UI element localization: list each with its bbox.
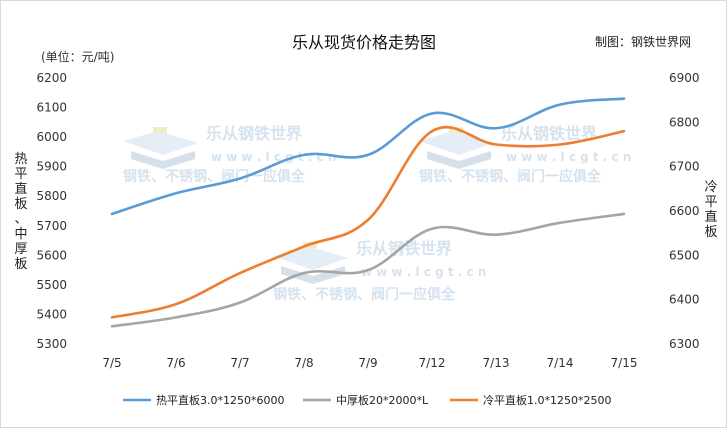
watermark-logo-icon: [273, 242, 348, 284]
y-tick-left: 6200: [36, 71, 67, 85]
x-tick: 7/8: [294, 356, 313, 370]
y-axis-left-label-char: 、: [14, 212, 27, 227]
y-tick-right: 6500: [669, 248, 700, 262]
y-axis-left-label-char: 板: [14, 197, 27, 212]
watermark-brand: 乐从钢铁世界: [206, 124, 302, 143]
y-axis-right-label-char: 板: [704, 225, 717, 240]
y-axis-right-label-char: 冷: [704, 180, 717, 195]
legend-item: 热平直板3.0*1250*6000: [123, 393, 284, 407]
y-tick-right: 6800: [669, 115, 700, 129]
y-axis-right-label-char: 平: [704, 195, 717, 210]
y-tick-right: 6400: [669, 293, 700, 307]
chart-source: 制图：钢铁世界网: [595, 35, 691, 49]
watermark-url: w w w . l c g t . c n: [361, 265, 486, 279]
legend-label: 中厚板20*2000*L: [336, 393, 429, 407]
watermark-url: w w w . l c g t . c n: [506, 150, 631, 164]
y-tick-left: 5500: [36, 278, 67, 292]
y-axis-left-ticks: 5300 5400 5500 5600 5700 5800 5900 6000 6100 6200: [36, 71, 67, 351]
x-tick: 7/12: [419, 356, 446, 370]
watermark-brand: 乐从钢铁世界: [501, 124, 597, 143]
watermark: 乐从钢铁世界 w w w . l c g t . c n 钢铁、不锈钢、阀门一应俱全: [123, 124, 336, 185]
x-tick: 7/5: [102, 356, 121, 370]
x-tick: 7/13: [483, 356, 510, 370]
y-axis-left-label: 热平直板、中厚板: [14, 152, 27, 272]
watermark-slogan: 钢铁、不锈钢、阀门一应俱全: [273, 286, 456, 303]
x-axis-ticks: 7/5 7/6 7/7 7/8 7/9 7/12 7/13 7/14 7/15: [102, 356, 637, 370]
y-tick-left: 5900: [36, 160, 67, 174]
watermark-slogan: 钢铁、不锈钢、阀门一应俱全: [419, 168, 602, 185]
y-tick-left: 5800: [36, 189, 67, 203]
y-axis-left-label-char: 板: [14, 257, 27, 272]
watermark-url: w w w . l c g t . c n: [211, 150, 336, 164]
series-layer: [110, 97, 626, 328]
y-axis-right-label-char: 直: [704, 210, 717, 225]
y-axis-left-label-char: 厚: [14, 242, 27, 257]
series-line: [110, 212, 626, 328]
x-tick: 7/15: [611, 356, 638, 370]
y-axis-left-label-char: 热: [14, 152, 27, 167]
y-tick-left: 5400: [36, 307, 67, 321]
y-tick-right: 6300: [669, 337, 700, 351]
watermark: 乐从钢铁世界 w w w . l c g t . c n 钢铁、不锈钢、阀门一应俱全: [273, 239, 486, 303]
chart-title: 乐从现货价格走势图: [292, 33, 436, 52]
y-axis-left-label-char: 直: [14, 182, 27, 197]
x-tick: 7/7: [230, 356, 249, 370]
y-axis-left-label-char: 中: [14, 227, 27, 242]
x-tick: 7/9: [358, 356, 377, 370]
y-axis-right-ticks: 6300 6400 6500 6600 6700 6800 6900: [669, 71, 700, 351]
legend: 热平直板3.0*1250*6000 中厚板20*2000*L 冷平直板1.0*125…: [123, 393, 611, 407]
y-axis-right-label: 冷平直板: [704, 180, 717, 240]
watermark-brand: 乐从钢铁世界: [356, 239, 452, 258]
legend-label: 热平直板3.0*1250*6000: [156, 393, 284, 407]
x-tick: 7/6: [166, 356, 185, 370]
watermark-logo-icon: [123, 127, 198, 169]
legend-label: 冷平直板1.0*1250*2500: [483, 393, 611, 407]
y-tick-left: 5600: [36, 248, 67, 262]
y-tick-right: 6600: [669, 204, 700, 218]
watermark-slogan: 钢铁、不锈钢、阀门一应俱全: [123, 168, 306, 185]
y-tick-left: 6100: [36, 101, 67, 115]
watermark-group: 乐从钢铁世界 w w w . l c g t . c n 钢铁、不锈钢、阀门一应俱全…: [123, 124, 631, 303]
watermark: 乐从钢铁世界 w w w . l c g t . c n 钢铁、不锈钢、阀门一应俱全: [419, 124, 631, 185]
y-tick-right: 6700: [669, 160, 700, 174]
y-tick-left: 5300: [36, 337, 67, 351]
legend-item: 中厚板20*2000*L: [303, 393, 429, 407]
y-tick-left: 6000: [36, 130, 67, 144]
y-axis-left-label-char: 平: [14, 167, 27, 182]
legend-item: 冷平直板1.0*1250*2500: [450, 393, 611, 407]
x-tick: 7/14: [547, 356, 574, 370]
series-line: [110, 97, 626, 216]
y-tick-right: 6900: [669, 71, 700, 85]
y-tick-left: 5700: [36, 219, 67, 233]
series-line: [110, 125, 626, 319]
unit-label: (单位：元/吨): [41, 49, 114, 64]
